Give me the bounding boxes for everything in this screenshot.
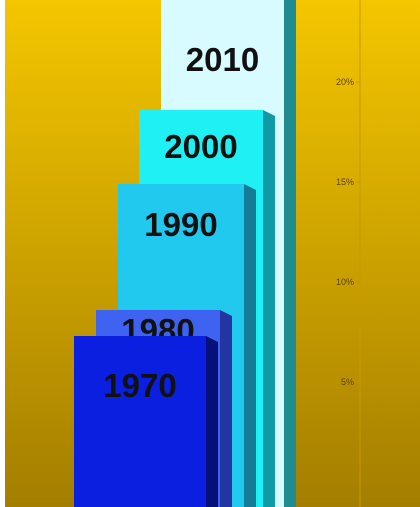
bar-side-1970 (206, 336, 218, 507)
bar-label-2000: 2000 (164, 128, 237, 165)
bar-label-2010: 2010 (186, 41, 259, 78)
bar-side-1990 (244, 184, 256, 507)
y-tick-label: 20% (336, 77, 354, 87)
bar-side-1980 (220, 310, 232, 507)
bar-1970: 1970 (74, 336, 218, 507)
bar-side-2000 (263, 110, 275, 507)
bar-label-1970: 1970 (103, 367, 176, 404)
y-tick-label: 15% (336, 177, 354, 187)
y-tick-label: 5% (341, 377, 354, 387)
y-tick-label: 10% (336, 277, 354, 287)
y-axis: 5% 10% 15% 20% (336, 0, 361, 507)
bar-side-2010 (284, 0, 296, 507)
bar-label-1990: 1990 (144, 206, 217, 243)
bar-front-1970 (74, 336, 206, 507)
